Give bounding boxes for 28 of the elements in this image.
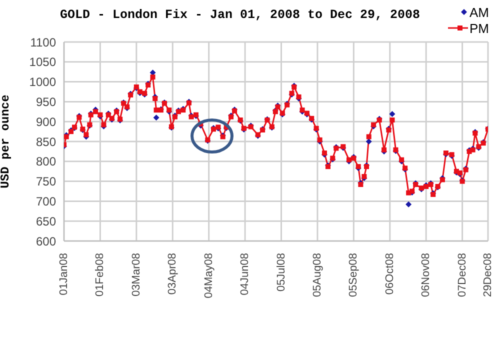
- x-tick-label: 05Aug08: [311, 253, 324, 298]
- y-axis-title: USD per ounce: [0, 94, 12, 188]
- x-tick-label: 06Oct08: [384, 253, 396, 295]
- x-tick-label: 05Sep08: [348, 253, 360, 298]
- y-tick-label: 800: [36, 154, 56, 169]
- y-tick-label: 750: [36, 174, 56, 189]
- y-tick-label: 900: [36, 114, 56, 129]
- x-tick-label: 29Dec08: [482, 253, 494, 298]
- x-tick-label: 04Jun08: [239, 253, 252, 296]
- y-tick-label: 1000: [29, 75, 56, 90]
- x-tick-label: 04May08: [202, 253, 215, 298]
- y-tick-label: 850: [36, 134, 56, 149]
- y-tick-label: 700: [36, 194, 56, 208]
- x-tick-label: 03Mar08: [130, 253, 142, 296]
- chart-title: GOLD - London Fix - Jan 01, 2008 to Dec 29, 2008: [58, 8, 422, 22]
- x-tick-label: 03Apr08: [166, 253, 179, 295]
- y-tick-label: 600: [36, 234, 56, 248]
- y-tick-label: 1050: [29, 55, 56, 70]
- y-tick-label: 950: [36, 94, 56, 109]
- legend-label: PM: [470, 20, 489, 36]
- x-tick-label: 05Jul08: [275, 253, 288, 292]
- x-tick-label: 01Jan08: [58, 253, 70, 296]
- x-tick-label: 06Nov08: [420, 253, 432, 298]
- legend-label: AM: [470, 4, 489, 20]
- x-tick-label: 01Feb08: [94, 253, 106, 296]
- x-tick-label: 07Dec08: [456, 253, 468, 298]
- y-tick-label: 650: [36, 214, 56, 228]
- y-tick-label: 1100: [30, 35, 56, 50]
